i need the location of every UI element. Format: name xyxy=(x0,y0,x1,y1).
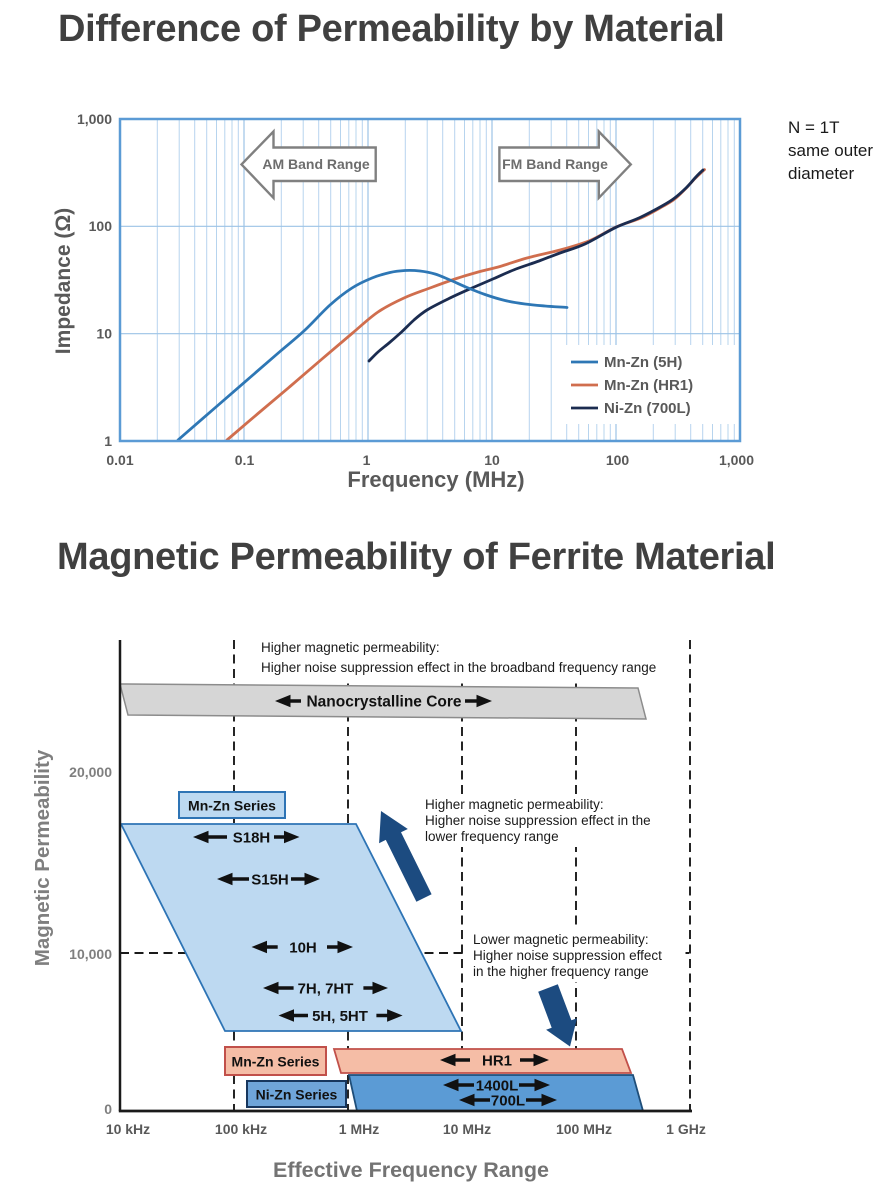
svg-text:100 kHz: 100 kHz xyxy=(215,1121,267,1137)
svg-text:10 kHz: 10 kHz xyxy=(106,1121,150,1137)
svg-text:Mn-Zn Series: Mn-Zn Series xyxy=(232,1054,320,1070)
svg-text:10,000: 10,000 xyxy=(69,946,112,962)
svg-text:Magnetic Permeability: Magnetic Permeability xyxy=(31,749,54,966)
svg-text:1 GHz: 1 GHz xyxy=(666,1121,706,1137)
svg-text:10 MHz: 10 MHz xyxy=(443,1121,491,1137)
svg-text:100: 100 xyxy=(89,218,113,234)
svg-text:AM Band Range: AM Band Range xyxy=(262,156,370,172)
svg-text:N = 1T: N = 1T xyxy=(788,118,840,137)
svg-text:Ni-Zn (700L): Ni-Zn (700L) xyxy=(604,400,691,417)
svg-text:Higher magnetic permeability:: Higher magnetic permeability: xyxy=(261,640,440,655)
svg-text:Mn-Zn (5H): Mn-Zn (5H) xyxy=(604,354,682,371)
svg-text:1,000: 1,000 xyxy=(719,452,754,468)
svg-text:Impedance (Ω): Impedance (Ω) xyxy=(52,208,75,354)
svg-text:7H, 7HT: 7H, 7HT xyxy=(298,981,354,998)
svg-text:lower frequency range: lower frequency range xyxy=(425,829,559,844)
svg-text:1: 1 xyxy=(104,433,112,449)
svg-text:20,000: 20,000 xyxy=(69,764,112,780)
svg-text:700L: 700L xyxy=(491,1093,525,1110)
svg-text:diameter: diameter xyxy=(788,164,854,183)
svg-text:100: 100 xyxy=(606,452,630,468)
svg-text:5H, 5HT: 5H, 5HT xyxy=(312,1008,368,1025)
svg-text:Higher noise suppression effec: Higher noise suppression effect in the b… xyxy=(261,660,656,675)
svg-text:1: 1 xyxy=(363,452,371,468)
svg-text:FM Band Range: FM Band Range xyxy=(502,156,608,172)
svg-text:Lower magnetic permeability:: Lower magnetic permeability: xyxy=(473,932,649,947)
svg-text:0.01: 0.01 xyxy=(106,452,133,468)
svg-text:same outer: same outer xyxy=(788,141,873,160)
svg-text:S18H: S18H xyxy=(233,830,271,847)
svg-text:1400L: 1400L xyxy=(476,1078,519,1095)
svg-text:0: 0 xyxy=(104,1101,112,1117)
svg-text:1,000: 1,000 xyxy=(77,111,112,127)
svg-text:Effective Frequency Range: Effective Frequency Range xyxy=(273,1158,549,1182)
svg-text:Nanocrystalline Core: Nanocrystalline Core xyxy=(306,694,461,711)
svg-text:in the higher frequency range: in the higher frequency range xyxy=(473,964,649,979)
svg-text:S15H: S15H xyxy=(251,872,289,889)
svg-text:Mn-Zn Series: Mn-Zn Series xyxy=(188,798,276,814)
svg-text:Higher noise suppression effec: Higher noise suppression effect in the xyxy=(425,813,651,828)
svg-text:Higher noise suppression effec: Higher noise suppression effect xyxy=(473,948,662,963)
svg-text:Higher magnetic permeability:: Higher magnetic permeability: xyxy=(425,797,604,812)
svg-text:Ni-Zn Series: Ni-Zn Series xyxy=(256,1087,338,1103)
svg-text:HR1: HR1 xyxy=(482,1053,512,1070)
svg-text:10: 10 xyxy=(96,326,112,342)
svg-text:0.1: 0.1 xyxy=(235,452,255,468)
svg-text:Frequency (MHz): Frequency (MHz) xyxy=(347,467,524,492)
svg-text:100 MHz: 100 MHz xyxy=(556,1121,612,1137)
svg-text:10H: 10H xyxy=(289,940,317,957)
svg-text:Mn-Zn (HR1): Mn-Zn (HR1) xyxy=(604,377,693,394)
svg-text:10: 10 xyxy=(484,452,500,468)
svg-text:1 MHz: 1 MHz xyxy=(339,1121,379,1137)
